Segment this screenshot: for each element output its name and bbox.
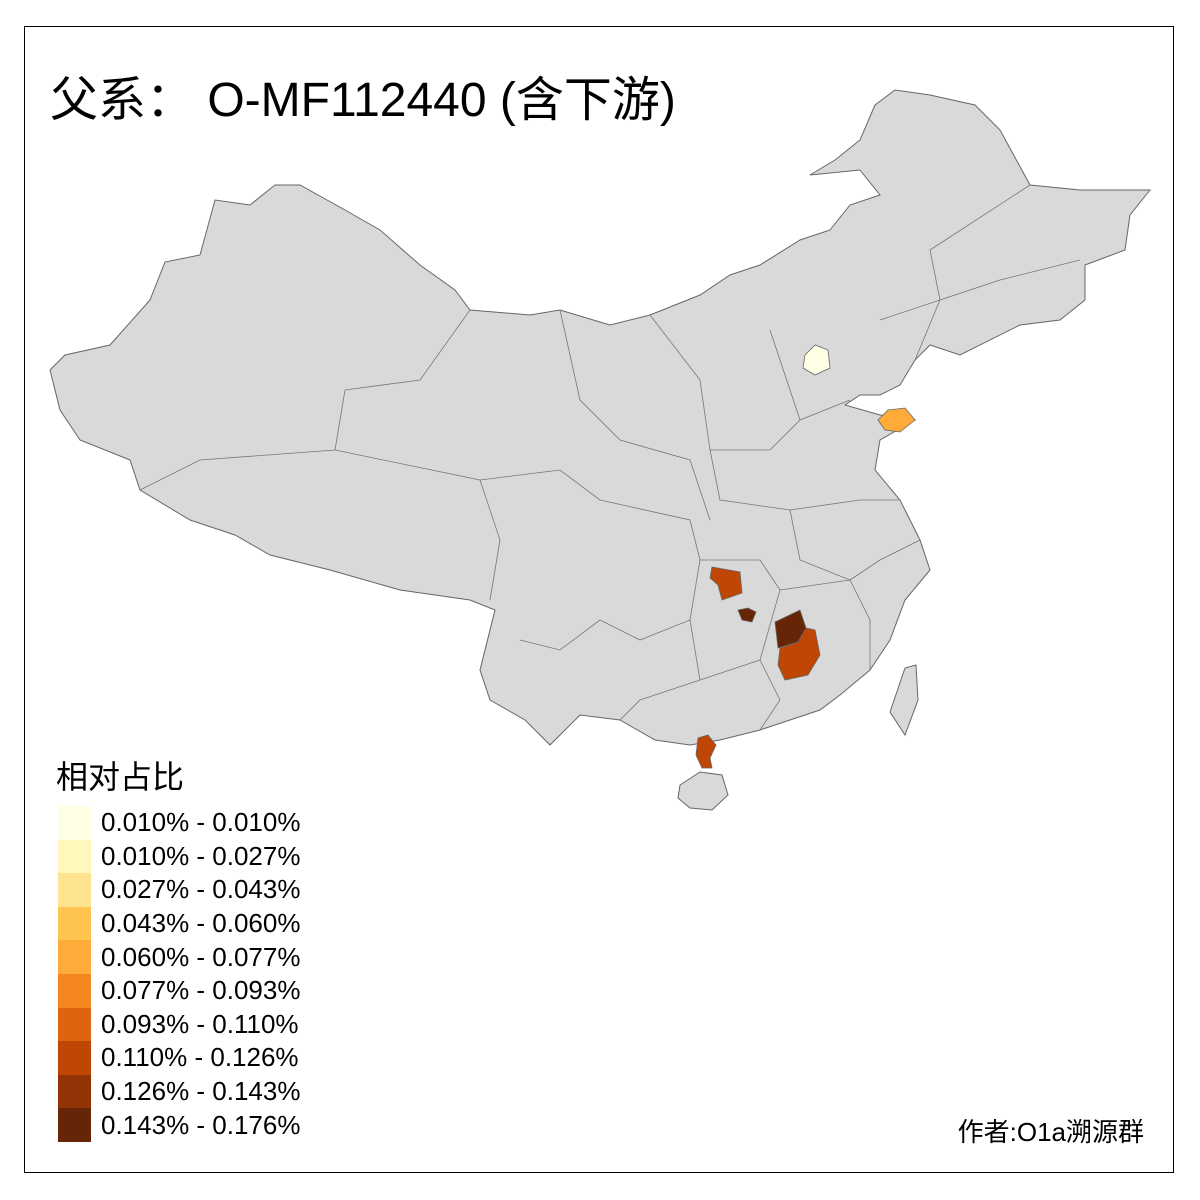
legend-swatch [58,1007,91,1042]
legend-label: 0.143% - 0.176% [101,1109,301,1140]
region-jiangxi-south [777,627,821,681]
legend-label: 0.043% - 0.060% [101,908,301,939]
legend-label: 0.060% - 0.077% [101,941,301,972]
legend-label: 0.093% - 0.110% [101,1008,299,1039]
region-beijing [802,344,831,376]
legend-swatch [58,1074,91,1109]
legend-item: 0.110% - 0.126% [58,1041,300,1075]
map-title: 父系： O-MF112440 (含下游) [50,74,676,127]
legend-item: 0.143% - 0.176% [58,1108,300,1142]
region-leizhou [695,734,717,769]
legend-swatch [58,1108,91,1142]
province-borders [139,184,1081,731]
legend: 0.010% - 0.010% 0.010% - 0.027% 0.027% -… [58,806,300,1142]
legend-label: 0.027% - 0.043% [101,874,301,905]
legend-item: 0.060% - 0.077% [58,940,300,974]
legend-label: 0.010% - 0.010% [101,807,301,838]
region-qingdao [877,407,916,433]
legend-label: 0.110% - 0.126% [101,1042,299,1073]
region-hunan-northwest [709,566,743,601]
legend-swatch [58,839,91,874]
legend-swatch [58,906,91,941]
legend-label: 0.077% - 0.093% [101,975,301,1006]
legend-item: 0.077% - 0.093% [58,973,301,1008]
legend-item: 0.126% - 0.143% [58,1074,301,1109]
legend-swatch [58,940,91,974]
author-credit: 作者:O1a溯源群 [957,1117,1144,1147]
legend-item: 0.043% - 0.060% [58,906,301,941]
legend-item: 0.010% - 0.010% [58,806,300,840]
legend-title: 相对占比 [56,759,185,795]
legend-item: 0.010% - 0.027% [58,839,301,874]
legend-item: 0.093% - 0.110% [58,1007,300,1042]
taiwan-island [889,664,919,737]
mainland-outline [49,89,1152,746]
legend-label: 0.010% - 0.027% [101,840,301,871]
legend-swatch [58,973,91,1008]
legend-swatch [58,806,91,840]
legend-label: 0.126% - 0.143% [101,1076,301,1107]
map-frame [24,26,1174,1173]
hainan-island [677,771,729,811]
region-hunan-small [737,607,757,623]
legend-item: 0.027% - 0.043% [58,873,300,907]
legend-swatch [58,1041,91,1075]
legend-swatch [58,873,91,907]
